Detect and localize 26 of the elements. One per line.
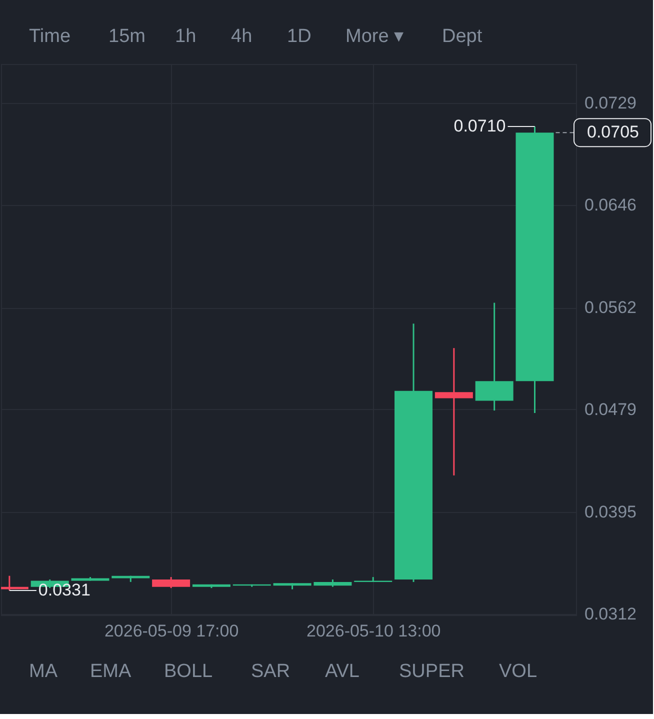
text: BOLL: [164, 661, 213, 682]
text: 15m: [108, 26, 146, 47]
y-tick-label: 0.0395: [584, 502, 636, 522]
text: 1D: [287, 26, 312, 47]
annotation: 0.0710: [454, 116, 506, 136]
text: 1h: [175, 26, 196, 47]
text: AVL: [325, 661, 360, 682]
text: 4h: [231, 26, 252, 47]
y-tick-label: 0.0729: [584, 94, 636, 113]
text: EMA: [90, 661, 132, 682]
y-tick-label: 0.0562: [584, 298, 636, 318]
y-tick-label: 0.0312: [584, 604, 636, 624]
x-tick-label: 2026-05-10 13:00: [306, 622, 441, 640]
text: VOL: [499, 661, 538, 682]
candlestick: [434, 347, 473, 476]
text: Dept: [442, 26, 483, 47]
ref-line-label: 0.0705: [587, 122, 639, 142]
text: SAR: [251, 661, 290, 682]
text: MA: [29, 661, 58, 682]
x-tick-label: 2026-05-09 17:00: [104, 622, 239, 640]
annotation: 0.0331: [38, 580, 90, 600]
text: SUPER: [399, 661, 464, 682]
y-tick-label: 0.0646: [584, 195, 636, 214]
y-tick-label: 0.0479: [584, 400, 636, 419]
text: Time: [29, 26, 71, 47]
text: More ▾: [346, 26, 404, 47]
